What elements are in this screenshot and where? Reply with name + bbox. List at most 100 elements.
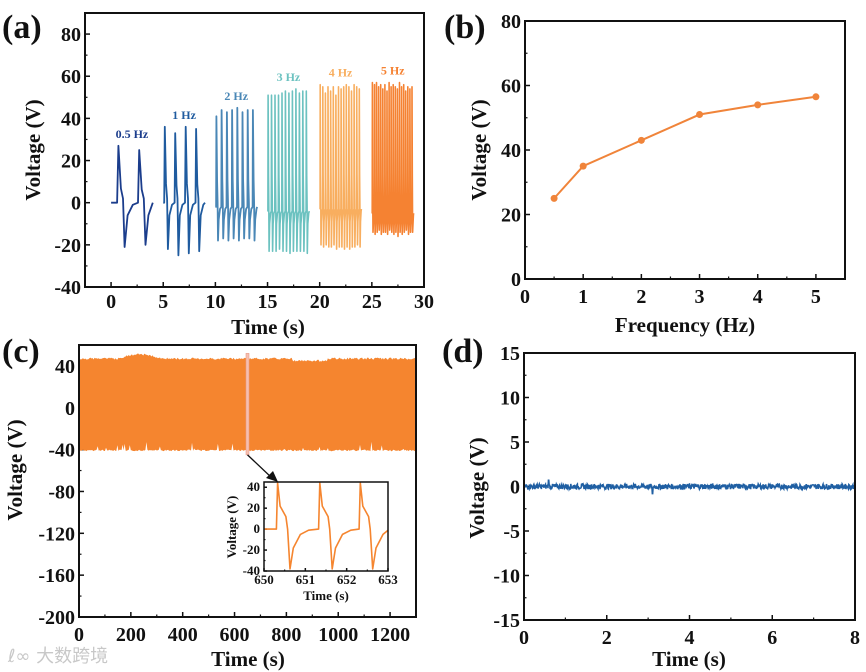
x-tick-label: 30 — [414, 291, 434, 313]
x-axis-title-d: Time (s) — [652, 647, 726, 671]
y-tick-label: 0 — [254, 521, 261, 536]
y-tick-label: 5 — [510, 432, 520, 454]
y-tick-label: 40 — [55, 356, 75, 378]
plot-frame — [523, 352, 856, 621]
series-line — [371, 81, 415, 238]
x-tick-label: 5 — [158, 291, 168, 313]
x-tick-label: 10 — [205, 291, 225, 313]
y-tick-label: -160 — [38, 565, 75, 587]
y-tick-label: -200 — [38, 607, 75, 629]
panel-c: (c) Time (s) Voltage (V) Time (s) Voltag… — [2, 333, 417, 671]
y-tick-label: 15 — [500, 343, 520, 365]
y-tick-label: -15 — [493, 610, 520, 632]
zoom-highlight — [245, 353, 250, 456]
data-point — [550, 194, 558, 202]
y-tick-label: 40 — [61, 108, 81, 130]
y-tick-label: 0 — [510, 477, 520, 499]
x-tick-label: 1200 — [370, 624, 410, 646]
x-tick-label: 8 — [850, 627, 860, 649]
y-tick-label: 0 — [65, 398, 75, 420]
x-tick-label: 3 — [695, 286, 705, 308]
plot-frame — [524, 20, 846, 280]
x-tick-label: 0 — [519, 627, 529, 649]
y-tick-label: 10 — [500, 388, 520, 410]
x-axis-title-b: Frequency (Hz) — [615, 313, 755, 337]
x-tick-label: 25 — [362, 291, 382, 313]
series-label: 1 Hz — [172, 108, 196, 122]
panel-label-a: (a) — [2, 9, 42, 46]
y-tick-label: 0 — [511, 269, 521, 291]
y-tick-label: 60 — [61, 66, 81, 88]
x-tick-label: 2 — [602, 627, 612, 649]
y-axis-title-b: Voltage (V) — [467, 99, 491, 200]
y-tick-label: 20 — [247, 500, 260, 515]
y-tick-label: -20 — [243, 542, 260, 557]
plot-frame — [263, 481, 389, 572]
panel-a: (a) Time (s) Voltage (V) 0 5 10 15 20 25 30 -40… — [2, 9, 434, 339]
x-tick-label: 4 — [753, 286, 763, 308]
data-point — [579, 162, 587, 170]
inset-y-axis-title: Voltage (V) — [224, 496, 239, 559]
panel-b: (b) Frequency (Hz) Voltage (V) 0 1 2 3 4 5 0 20… — [444, 9, 846, 337]
y-tick-label: 20 — [501, 205, 521, 227]
noise-line — [523, 479, 856, 495]
y-tick-label: -40 — [243, 563, 260, 578]
panel-d: (d) Time (s) Voltage (V) 0 2 4 6 8 -15 -10 -5 0 5… — [442, 333, 860, 671]
x-tick-label: 2 — [636, 286, 646, 308]
x-axis-title-a: Time (s) — [231, 315, 305, 339]
series-label: 5 Hz — [381, 64, 405, 78]
x-tick-label: 800 — [271, 624, 301, 646]
x-tick-label: 5 — [811, 286, 821, 308]
data-point — [696, 111, 704, 119]
panel-label-b: (b) — [444, 9, 486, 46]
x-tick-label: 0 — [106, 291, 116, 313]
x-tick-label: 650 — [254, 572, 274, 587]
y-axis-title-d: Voltage (V) — [465, 437, 489, 538]
series-line — [319, 83, 363, 250]
x-tick-label: 0 — [74, 624, 84, 646]
watermark-logo: ℓ∞ 大数跨境 — [7, 646, 108, 667]
y-tick-label: 0 — [71, 193, 81, 215]
x-tick-label: 400 — [168, 624, 198, 646]
y-tick-label: 80 — [501, 11, 521, 33]
y-tick-label: -120 — [38, 523, 75, 545]
x-tick-label: 20 — [310, 291, 330, 313]
x-tick-label: 1 — [578, 286, 588, 308]
y-tick-label: -80 — [48, 481, 75, 503]
inset-background — [264, 482, 388, 571]
y-tick-label: -5 — [503, 521, 520, 543]
y-tick-label: -40 — [54, 277, 81, 299]
x-tick-label: 4 — [685, 627, 695, 649]
data-point — [812, 93, 820, 101]
x-tick-label: 652 — [337, 572, 357, 587]
x-tick-label: 200 — [116, 624, 146, 646]
x-axis-title-c: Time (s) — [211, 647, 285, 671]
x-tick-label: 653 — [378, 572, 398, 587]
x-tick-label: 6 — [767, 627, 777, 649]
y-tick-label: -10 — [493, 566, 520, 588]
inset-x-axis-title: Time (s) — [303, 588, 349, 603]
inset-series-line — [264, 482, 389, 570]
x-tick-label: 15 — [258, 291, 278, 313]
arrow-head-icon — [266, 471, 278, 482]
series-line — [267, 88, 311, 255]
series-label: 4 Hz — [329, 66, 353, 80]
y-tick-label: -20 — [54, 235, 81, 257]
y-tick-label: 40 — [501, 140, 521, 162]
y-tick-label: 60 — [501, 76, 521, 98]
panel-label-d: (d) — [442, 333, 484, 370]
series-label: 0.5 Hz — [116, 127, 149, 141]
data-point — [754, 101, 762, 109]
x-tick-label: 600 — [220, 624, 250, 646]
panel-label-c: (c) — [2, 333, 40, 370]
series-line — [215, 106, 258, 242]
zoom-arrow — [247, 454, 273, 479]
series-line — [553, 95, 817, 200]
series-label: 3 Hz — [277, 70, 301, 84]
plot-frame — [78, 344, 417, 618]
series-line — [163, 125, 206, 257]
x-tick-label: 1000 — [318, 624, 358, 646]
y-tick-label: 20 — [61, 151, 81, 173]
series-line — [111, 144, 154, 248]
